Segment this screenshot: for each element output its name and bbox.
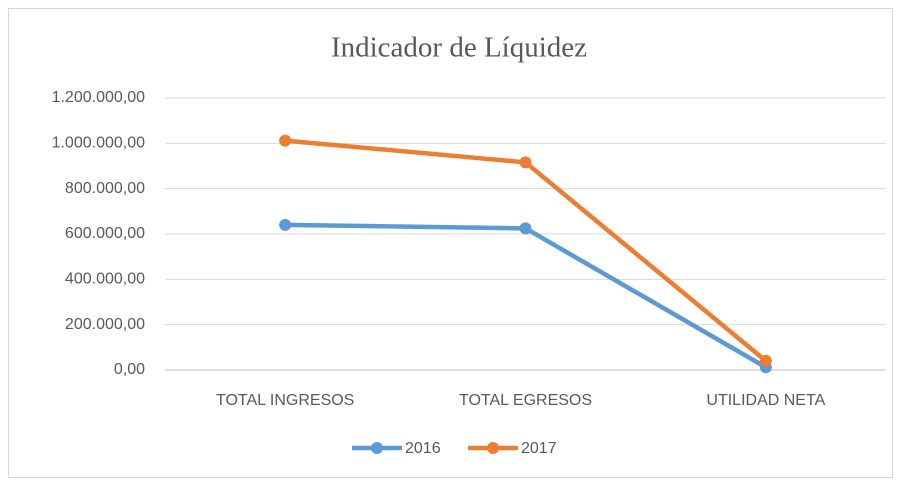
y-tick-label: 800.000,00 bbox=[65, 180, 145, 197]
y-tick-label: 400.000,00 bbox=[65, 271, 145, 288]
y-tick-label: 200.000,00 bbox=[65, 316, 145, 333]
y-tick-label: 1.200.000,00 bbox=[52, 89, 146, 106]
legend-marker bbox=[487, 442, 499, 454]
x-tick-label: UTILIDAD NETA bbox=[706, 392, 825, 409]
data-point bbox=[279, 218, 292, 231]
legend-label: 2017 bbox=[521, 440, 557, 457]
chart-frame bbox=[8, 8, 893, 478]
data-point bbox=[519, 156, 532, 169]
x-tick-label: TOTAL EGRESOS bbox=[459, 392, 592, 409]
data-point bbox=[519, 222, 532, 235]
data-point bbox=[279, 134, 292, 147]
y-tick-label: 600.000,00 bbox=[65, 225, 145, 242]
legend-label: 2016 bbox=[405, 440, 441, 457]
chart-title: Indicador de Líquidez bbox=[331, 32, 587, 64]
y-tick-label: 0,00 bbox=[114, 361, 145, 378]
x-tick-label: TOTAL INGRESOS bbox=[216, 392, 354, 409]
legend-marker bbox=[371, 442, 383, 454]
data-point bbox=[759, 354, 772, 367]
y-tick-label: 1.000.000,00 bbox=[52, 135, 146, 152]
